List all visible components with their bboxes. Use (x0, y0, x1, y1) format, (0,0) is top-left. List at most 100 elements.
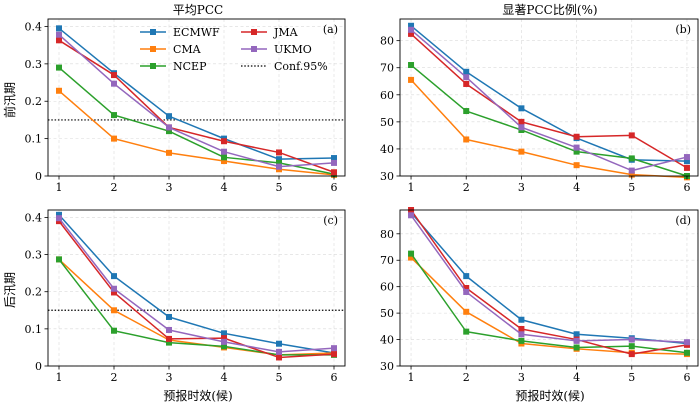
legend: ECMWF JMA CMA UKMO NCEP Conf.95% (140, 26, 328, 73)
data-point-jma (276, 149, 282, 156)
legend-label: Conf.95% (274, 60, 328, 73)
series-line-ncep (58, 258, 334, 356)
legend-marker (150, 29, 156, 35)
legend-entry-jma: JMA (241, 26, 299, 39)
y-tick-label: 0.1 (25, 133, 43, 146)
y-tick-label: 80 (380, 35, 394, 48)
data-point-ecmwf (518, 105, 525, 112)
data-point-ecmwf (518, 316, 525, 323)
col-title-right: 显著PCC比例(%) (502, 3, 597, 17)
panel-label: (a) (323, 23, 338, 36)
x-tick-label: 5 (276, 181, 283, 194)
data-point-ncep (408, 62, 415, 69)
data-point-jma (111, 289, 117, 296)
legend-entry-ukmo: UKMO (241, 43, 312, 56)
series-line-ukmo (410, 29, 688, 172)
data-point-ncep (221, 343, 227, 350)
data-point-ukmo (683, 154, 690, 161)
y-tick-label: 0.4 (25, 211, 43, 224)
data-point-ecmwf (221, 330, 227, 337)
x-tick-label: 3 (518, 181, 525, 194)
data-point-jma (628, 132, 635, 139)
xlabel-left: 预报时效(候) (163, 388, 232, 403)
y-tick-label: 0.2 (25, 286, 43, 299)
legend-marker (150, 63, 156, 69)
y-tick-label: 0.3 (25, 249, 43, 262)
series-line-ecmwf (58, 214, 335, 354)
data-point-ecmwf (111, 273, 117, 280)
data-point-cma (56, 87, 62, 94)
y-tick-label: 0.2 (25, 95, 43, 108)
data-point-ncep (276, 159, 282, 166)
y-tick-label: 50 (380, 307, 394, 320)
plot-frame (47, 18, 346, 177)
x-tick-label: 5 (628, 371, 635, 384)
data-point-ncep (463, 108, 470, 115)
x-tick-label: 1 (56, 181, 63, 194)
data-point-ukmo (331, 159, 337, 166)
y-tick-label: 50 (380, 116, 394, 129)
series-line-ncep (410, 253, 688, 354)
data-point-ecmwf (56, 211, 62, 218)
series-line-ecmwf (410, 212, 688, 345)
y-tick-label: 70 (380, 62, 394, 75)
data-point-cma (518, 148, 525, 155)
data-point-ncep (628, 155, 635, 162)
series-line-ncep (410, 64, 688, 177)
x-tick-label: 1 (408, 371, 415, 384)
data-point-ukmo (628, 167, 635, 174)
data-point-ecmwf (166, 113, 172, 120)
x-tick-label: 6 (331, 181, 338, 194)
data-point-jma (331, 169, 337, 176)
series-line-ukmo (410, 214, 687, 343)
legend-label: JMA (273, 26, 299, 39)
legend-entry-conf-95-: Conf.95% (241, 60, 328, 73)
x-tick-label: 2 (463, 371, 470, 384)
y-tick-label: 30 (380, 170, 394, 183)
data-point-cma (111, 307, 117, 314)
y-tick-label: 0.1 (25, 323, 43, 336)
data-point-ukmo (221, 338, 227, 345)
x-tick-label: 4 (221, 181, 228, 194)
data-point-ecmwf (276, 156, 282, 163)
x-tick-label: 3 (166, 181, 173, 194)
data-point-jma (628, 351, 635, 358)
data-point-jma (111, 72, 117, 79)
data-point-ncep (628, 343, 635, 350)
data-point-ncep (683, 349, 690, 356)
x-tick-label: 4 (573, 181, 580, 194)
data-point-ecmwf (463, 68, 470, 75)
x-tick-label: 1 (408, 181, 415, 194)
panel-2: 1 2 3 4 5 6 30 40 50 60 70 80 (b) (380, 18, 699, 194)
data-point-ukmo (166, 124, 172, 131)
data-point-ncep (221, 154, 227, 161)
data-point-ukmo (276, 348, 282, 355)
legend-label: CMA (173, 43, 202, 56)
y-tick-label: 40 (380, 143, 394, 156)
data-point-ukmo (111, 285, 117, 292)
data-point-jma (683, 164, 690, 171)
series-line-ukmo (58, 34, 335, 168)
data-point-cma (463, 136, 470, 143)
data-point-cma (111, 135, 117, 142)
x-tick-label: 1 (56, 371, 63, 384)
series-line-ukmo (58, 217, 335, 353)
data-point-ukmo (628, 336, 635, 343)
data-point-jma (221, 335, 227, 342)
data-point-jma (518, 118, 525, 125)
y-tick-label: 0.4 (25, 20, 43, 33)
legend-label: ECMWF (173, 26, 220, 39)
data-point-jma (463, 80, 470, 87)
y-tick-label: 0.3 (25, 58, 43, 71)
x-tick-label: 2 (111, 371, 118, 384)
data-point-jma (56, 37, 62, 44)
legend-marker (251, 46, 257, 52)
y-tick-label: 30 (380, 360, 394, 373)
legend-entry-cma: CMA (140, 43, 202, 56)
y-tick-label: 70 (380, 254, 394, 267)
legend-marker (150, 46, 156, 52)
x-tick-label: 3 (518, 371, 525, 384)
data-point-ncep (166, 339, 172, 346)
